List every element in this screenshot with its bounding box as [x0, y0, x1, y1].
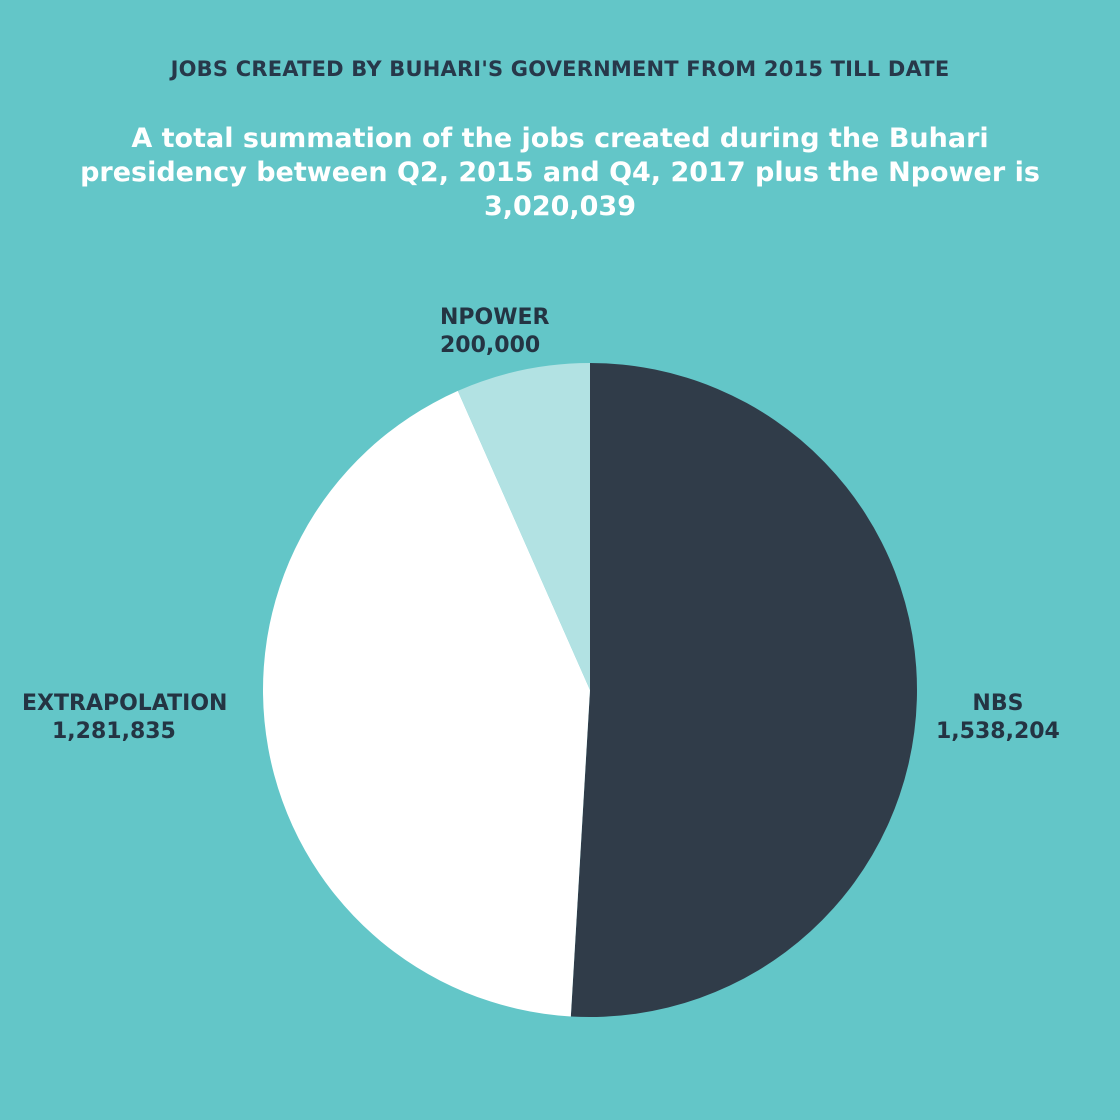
label-npower: NPOWER 200,000	[440, 304, 549, 360]
chart-title: JOBS CREATED BY BUHARI'S GOVERNMENT FROM…	[170, 57, 950, 81]
pie-slice-extrapolation	[263, 390, 590, 1017]
label-extrapolation: EXTRAPOLATION 1,281,835	[22, 690, 227, 746]
pie-slice-npower	[457, 363, 590, 690]
label-npower-value: 200,000	[440, 333, 541, 358]
label-npower-name: NPOWER	[440, 305, 550, 330]
label-extrapolation-value: 1,281,835	[52, 719, 176, 744]
chart-subtitle: A total summation of the jobs created du…	[80, 123, 1040, 222]
label-nbs-name: NBS	[972, 691, 1024, 716]
label-nbs-value: 1,538,204	[936, 719, 1060, 744]
pie-slice-nbs	[570, 363, 918, 1017]
label-nbs: NBS 1,538,204	[936, 690, 1060, 746]
label-extrapolation-name: EXTRAPOLATION	[22, 691, 228, 716]
